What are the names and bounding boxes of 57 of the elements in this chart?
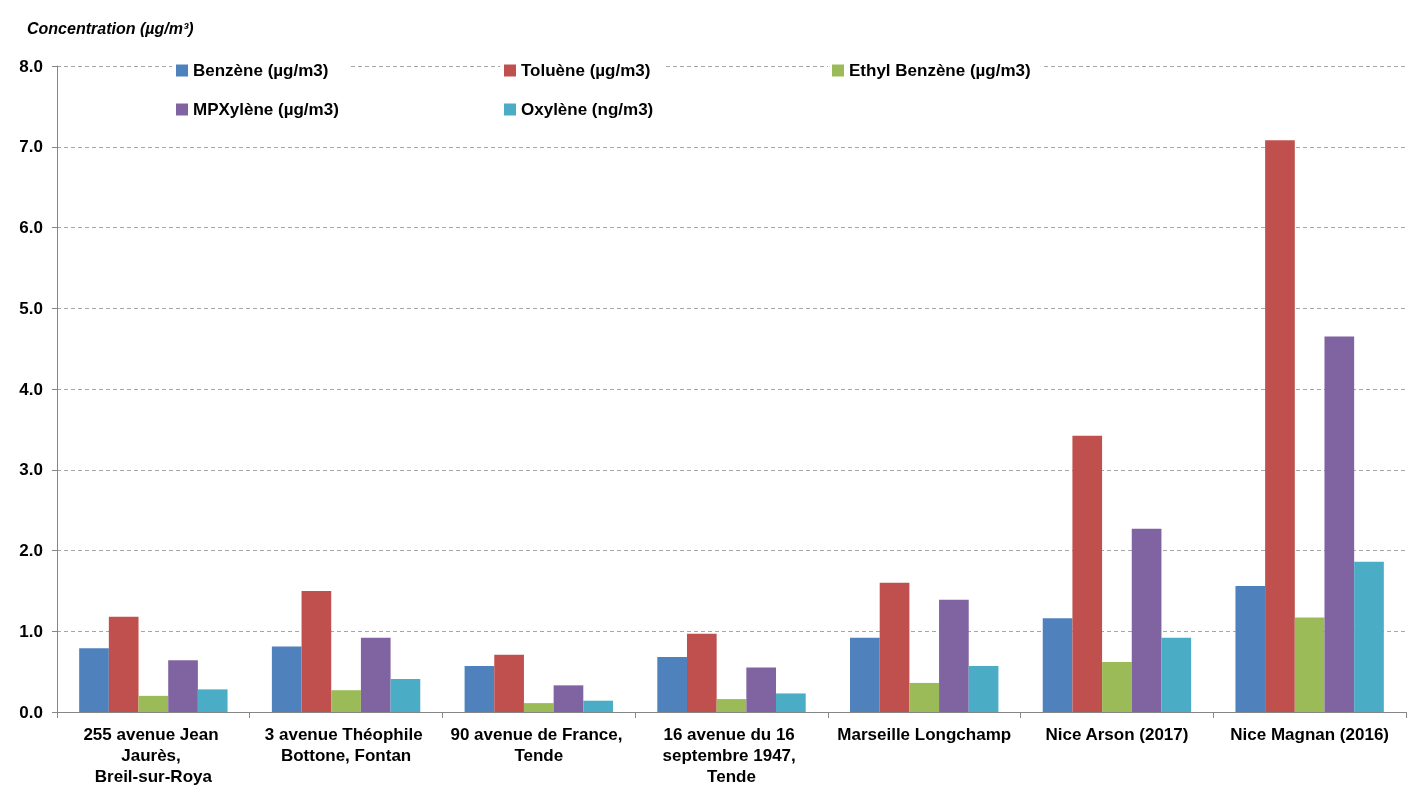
bar bbox=[1102, 661, 1132, 712]
x-tick-label: Nice Arson (2017) bbox=[1045, 725, 1189, 744]
legend-label: Benzène (µg/m3) bbox=[193, 61, 329, 80]
bar bbox=[909, 682, 940, 712]
y-tick-label: 2.0 bbox=[19, 541, 43, 560]
bar bbox=[271, 646, 302, 712]
x-tick-label: 3 avenue Théophile Bottone, Fontan bbox=[264, 725, 428, 765]
bar bbox=[879, 582, 910, 712]
y-tick-label: 4.0 bbox=[19, 379, 43, 399]
bar bbox=[1294, 617, 1325, 712]
x-tick-label: Marseille Longchamp bbox=[837, 725, 1012, 744]
x-tick-label: 255 avenue Jean Jaurès, Breil-sur-Roya bbox=[83, 725, 224, 786]
legend-label: MPXylène (µg/m3) bbox=[193, 100, 339, 119]
legend-label: Toluène (µg/m3) bbox=[521, 61, 651, 80]
bar bbox=[1042, 618, 1073, 712]
bar bbox=[1354, 561, 1384, 712]
bar bbox=[716, 699, 747, 712]
y-tick-label: 1.0 bbox=[19, 621, 43, 641]
y-tick-label: 0.0 bbox=[19, 702, 43, 722]
bar bbox=[553, 685, 584, 712]
bar bbox=[1072, 435, 1103, 712]
bar bbox=[746, 667, 777, 712]
bar bbox=[197, 689, 228, 712]
bar bbox=[657, 657, 687, 712]
bar bbox=[1161, 637, 1192, 712]
bar bbox=[1235, 586, 1266, 712]
y-axis-title: Concentration (µg/m³) bbox=[27, 19, 194, 37]
bar bbox=[138, 695, 169, 712]
legend-label: Ethyl Benzène (µg/m3) bbox=[849, 61, 1031, 80]
bar bbox=[1131, 528, 1162, 712]
bar bbox=[1265, 140, 1295, 712]
bar bbox=[79, 648, 109, 712]
y-tick-label: 5.0 bbox=[19, 298, 43, 318]
y-tick-label: 7.0 bbox=[19, 137, 43, 157]
bar bbox=[968, 665, 999, 712]
bar bbox=[360, 637, 391, 712]
bar bbox=[168, 660, 198, 712]
bar bbox=[494, 654, 524, 712]
bar bbox=[1324, 336, 1355, 712]
bar bbox=[390, 678, 421, 712]
y-tick-label: 8.0 bbox=[19, 56, 43, 76]
y-tick-label: 6.0 bbox=[19, 218, 43, 237]
bar bbox=[939, 599, 969, 712]
bar bbox=[776, 693, 806, 712]
bar bbox=[583, 700, 613, 712]
x-tick-label: 16 avenue du 16 septembre 1947, Tende bbox=[662, 725, 801, 786]
bar bbox=[331, 690, 361, 712]
bar bbox=[108, 616, 139, 712]
bar bbox=[301, 590, 332, 712]
bar bbox=[523, 703, 554, 712]
legend-label: Oxylène (ng/m3) bbox=[521, 100, 654, 119]
bar bbox=[464, 665, 495, 712]
x-tick-label: 90 avenue de France, Tende bbox=[450, 725, 628, 765]
bar bbox=[686, 633, 717, 712]
bar bbox=[850, 637, 880, 712]
x-tick-label: Nice Magnan (2016) bbox=[1230, 725, 1390, 744]
y-tick-label: 3.0 bbox=[19, 460, 43, 480]
